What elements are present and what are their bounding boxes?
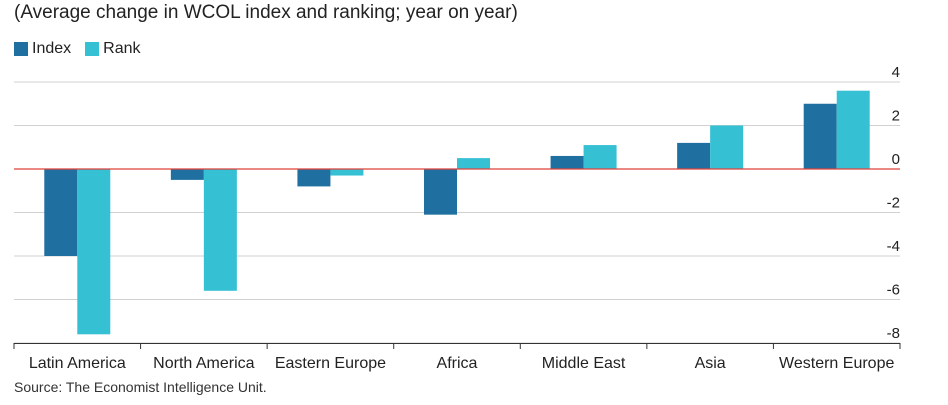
x-category-label: Asia [695, 355, 726, 372]
x-category-label: Latin America [29, 355, 126, 372]
bar-rank [836, 90, 870, 169]
bar-rank [710, 125, 744, 169]
y-tick-label: 2 [892, 108, 900, 125]
bar-index [297, 169, 331, 187]
y-tick-label: -6 [887, 282, 900, 299]
bar-index [170, 169, 204, 180]
x-category-label: Middle East [542, 355, 626, 372]
y-tick-label: 0 [892, 151, 900, 168]
bar-index [44, 169, 78, 256]
bar-rank [457, 158, 490, 169]
x-category-label: Eastern Europe [275, 355, 386, 372]
x-category-label: Africa [437, 355, 478, 372]
y-tick-label: 4 [892, 64, 900, 81]
legend-label-index: Index [32, 40, 72, 57]
bar-index [677, 142, 711, 169]
bar-rank [583, 145, 617, 169]
bar-rank [330, 169, 364, 176]
legend-label-rank: Rank [103, 40, 141, 57]
y-tick-label: -8 [887, 325, 900, 342]
x-category-label: North America [153, 355, 254, 372]
legend-item-index: Index [14, 40, 71, 58]
legend-swatch-rank [85, 42, 100, 56]
bar-rank [77, 169, 111, 335]
chart-subtitle: (Average change in WCOL index and rankin… [14, 2, 518, 23]
y-tick-label: -2 [887, 195, 900, 212]
source-note: Source: The Economist Intelligence Unit. [14, 379, 267, 395]
bar-index [424, 169, 457, 215]
legend-swatch-index [14, 42, 28, 56]
chart-legend: Index Rank [14, 40, 155, 58]
x-category-label: Western Europe [779, 355, 894, 372]
bar-rank [203, 169, 237, 291]
legend-item-rank: Rank [85, 40, 141, 58]
bar-index [803, 103, 837, 169]
bar-index [550, 155, 584, 169]
y-tick-label: -4 [887, 238, 900, 255]
